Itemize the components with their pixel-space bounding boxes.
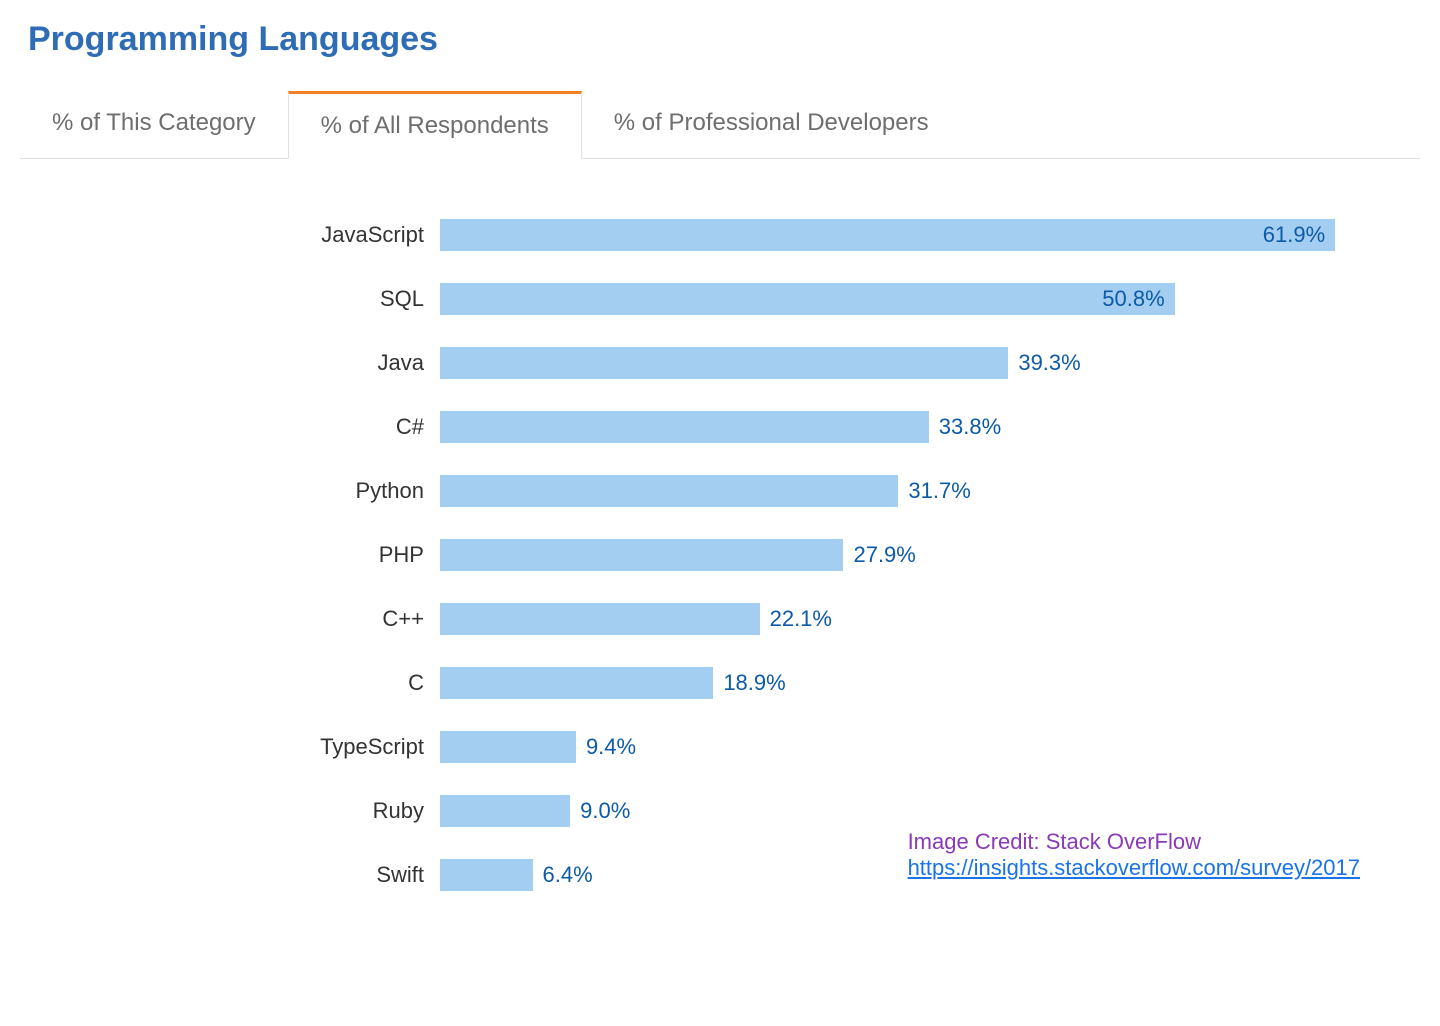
tab-all-respondents[interactable]: % of All Respondents (288, 91, 582, 159)
bar-row: Java 39.3% (60, 347, 1380, 379)
bar-label: JavaScript (60, 222, 440, 248)
image-credit: Image Credit: Stack OverFlow https://ins… (908, 829, 1360, 881)
bar-row: C++ 22.1% (60, 603, 1380, 635)
bar-value: 31.7% (908, 478, 970, 504)
bar-fill (440, 859, 533, 891)
bar-fill (440, 795, 570, 827)
bar-value: 27.9% (853, 542, 915, 568)
bar-value: 22.1% (770, 606, 832, 632)
bar-row: TypeScript 9.4% (60, 731, 1380, 763)
bar-label: C++ (60, 606, 440, 632)
tab-this-category[interactable]: % of This Category (20, 91, 288, 158)
bar-label: SQL (60, 286, 440, 312)
bar-track: 9.4% (440, 731, 1380, 763)
bar-row: PHP 27.9% (60, 539, 1380, 571)
bar-label: PHP (60, 542, 440, 568)
bar-row: SQL 50.8% (60, 283, 1380, 315)
credit-link[interactable]: https://insights.stackoverflow.com/surve… (908, 855, 1360, 880)
bar-value: 39.3% (1018, 350, 1080, 376)
bar-label: Java (60, 350, 440, 376)
tabs-container: % of This Category % of All Respondents … (20, 91, 1420, 159)
tab-professional-developers[interactable]: % of Professional Developers (582, 91, 961, 158)
bar-track: 50.8% (440, 283, 1380, 315)
bar-row: JavaScript 61.9% (60, 219, 1380, 251)
bar-row: Python 31.7% (60, 475, 1380, 507)
bar-label: TypeScript (60, 734, 440, 760)
bar-fill (440, 539, 843, 571)
bar-fill (440, 475, 898, 507)
bar-track: 27.9% (440, 539, 1380, 571)
bar-fill (440, 667, 713, 699)
bar-value: 50.8% (1102, 286, 1164, 312)
bar-fill (440, 411, 929, 443)
bar-row: C 18.9% (60, 667, 1380, 699)
bar-label: C# (60, 414, 440, 440)
bar-row: C# 33.8% (60, 411, 1380, 443)
bar-label: Swift (60, 862, 440, 888)
bar-fill (440, 731, 576, 763)
bar-fill (440, 347, 1008, 379)
bar-fill (440, 603, 760, 635)
bar-value: 18.9% (723, 670, 785, 696)
bar-value: 33.8% (939, 414, 1001, 440)
bar-row: Ruby 9.0% (60, 795, 1380, 827)
page-title: Programming Languages (28, 20, 1420, 59)
bar-track: 31.7% (440, 475, 1380, 507)
bar-value: 9.0% (580, 798, 630, 824)
bar-value: 6.4% (543, 862, 593, 888)
bar-track: 9.0% (440, 795, 1380, 827)
bar-fill: 50.8% (440, 283, 1175, 315)
bar-track: 33.8% (440, 411, 1380, 443)
bar-track: 18.9% (440, 667, 1380, 699)
bar-fill: 61.9% (440, 219, 1335, 251)
bar-value: 61.9% (1263, 222, 1325, 248)
credit-text: Image Credit: Stack OverFlow (908, 829, 1360, 855)
bar-label: Python (60, 478, 440, 504)
bar-track: 61.9% (440, 219, 1380, 251)
bar-chart: JavaScript 61.9% SQL 50.8% Java 39.3% C# 33.8% P… (20, 219, 1420, 891)
bar-label: Ruby (60, 798, 440, 824)
bar-track: 22.1% (440, 603, 1380, 635)
bar-track: 39.3% (440, 347, 1380, 379)
bar-value: 9.4% (586, 734, 636, 760)
bar-label: C (60, 670, 440, 696)
